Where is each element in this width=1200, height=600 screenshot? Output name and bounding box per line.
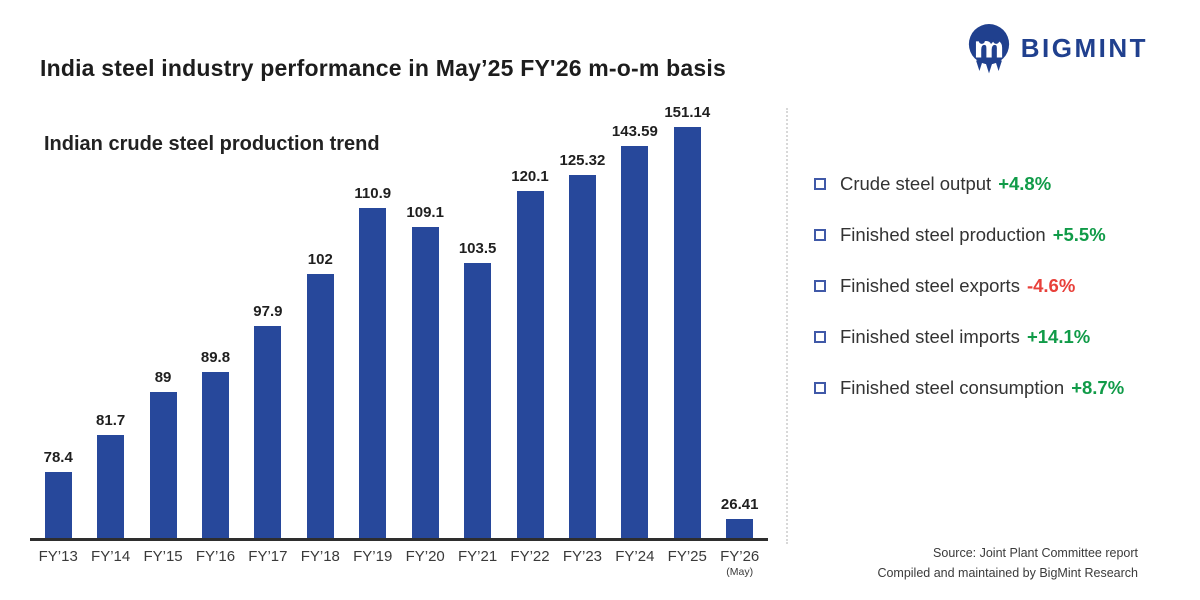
x-axis-label: FY’20 bbox=[405, 548, 445, 565]
bar-column: 120.1 bbox=[504, 168, 556, 538]
metric-label: Crude steel output bbox=[840, 173, 992, 194]
bigmint-logo-icon: m bbox=[968, 24, 1009, 74]
svg-text:m: m bbox=[973, 31, 1004, 66]
square-bullet-icon bbox=[814, 331, 826, 343]
bar-column: 81.7 bbox=[84, 412, 136, 538]
bar-column: 151.14 bbox=[661, 104, 713, 538]
x-axis-label: FY’16 bbox=[195, 548, 236, 565]
bar-value-label: 89 bbox=[154, 369, 172, 386]
bar-chart: 78.4 81.7 89 89.8 97.9 102 110.9 109.1 103.5 120.… bbox=[30, 95, 768, 578]
bar-value-label: 97.9 bbox=[253, 303, 283, 320]
metric-change: +4.8% bbox=[998, 173, 1052, 194]
bar-value-label: 81.7 bbox=[96, 412, 126, 429]
square-bullet-icon bbox=[814, 229, 826, 241]
metric-item: Finished steel imports +14.1% bbox=[814, 326, 1124, 348]
x-axis-label: FY’26 (May) bbox=[713, 541, 765, 578]
bar bbox=[411, 227, 439, 538]
x-axis-label: FY’24 bbox=[615, 548, 655, 565]
bar-column: 89.8 bbox=[189, 349, 241, 538]
square-bullet-icon bbox=[814, 382, 826, 394]
bar-column: 78.4 bbox=[32, 449, 84, 538]
x-axis-label: FY’14 bbox=[91, 548, 131, 565]
metric-change: -4.6% bbox=[1026, 275, 1076, 296]
bars-plot-area: 78.4 81.7 89 89.8 97.9 102 110.9 109.1 103.5 120.… bbox=[30, 95, 768, 538]
bar-value-label: 102 bbox=[307, 251, 333, 268]
source-note: Source: Joint Plant Committee report bbox=[933, 546, 1138, 560]
bar-column: 102 bbox=[294, 251, 346, 538]
metric-item: Crude steel output +4.8% bbox=[814, 173, 1124, 195]
source-footer: Source: Joint Plant Committee report Com… bbox=[877, 543, 1138, 583]
metric-item: Finished steel exports -4.6% bbox=[814, 275, 1124, 297]
x-axis-label: FY’21 bbox=[457, 548, 498, 565]
page-title: India steel industry performance in May’… bbox=[40, 55, 726, 82]
bar bbox=[464, 263, 492, 538]
x-axis-label: FY’19 bbox=[353, 548, 393, 565]
x-axis-label: FY’25 bbox=[667, 548, 707, 565]
bigmint-logo-text: BIGMINT bbox=[1020, 32, 1148, 63]
bar-column: 143.59 bbox=[609, 123, 661, 538]
metric-change: +14.1% bbox=[1026, 326, 1091, 347]
metric-change: +5.5% bbox=[1052, 224, 1106, 245]
bar-value-label: 89.8 bbox=[200, 349, 231, 366]
metric-change: +8.7% bbox=[1071, 377, 1125, 398]
x-axis-label: FY’17 bbox=[248, 548, 288, 565]
square-bullet-icon bbox=[814, 178, 826, 190]
bar-column: 125.32 bbox=[556, 152, 608, 538]
credit-note: Compiled and maintained by BigMint Resea… bbox=[877, 566, 1138, 580]
section-divider bbox=[786, 108, 788, 544]
square-bullet-icon bbox=[814, 280, 826, 292]
bar bbox=[673, 127, 701, 538]
bigmint-logo: m BIGMINT bbox=[966, 22, 1148, 74]
bar bbox=[44, 472, 72, 538]
bar-column: 26.41 bbox=[713, 496, 765, 538]
bar-value-label: 109.1 bbox=[406, 204, 444, 221]
metrics-panel: Crude steel output +4.8% Finished steel pr… bbox=[814, 173, 1124, 428]
x-axis-labels: FY’13 FY’14 FY’15 FY’16 FY’17 FY’18 FY’19 FY’20… bbox=[30, 541, 768, 578]
bar-column: 110.9 bbox=[347, 185, 399, 538]
bar bbox=[568, 175, 596, 538]
bar bbox=[516, 191, 544, 538]
bar-column: 109.1 bbox=[399, 204, 451, 538]
bar bbox=[306, 274, 334, 538]
bar bbox=[97, 435, 125, 538]
x-axis-label: FY’13 bbox=[38, 548, 78, 565]
bar bbox=[254, 326, 282, 538]
bar bbox=[726, 519, 754, 538]
bar-value-label: 143.59 bbox=[611, 123, 658, 140]
x-axis-label: FY’23 bbox=[562, 548, 603, 565]
bar-value-label: 78.4 bbox=[43, 449, 73, 466]
bar bbox=[201, 372, 229, 538]
metric-label: Finished steel production bbox=[840, 224, 1046, 245]
bar-column: 103.5 bbox=[451, 240, 503, 538]
bar-value-label: 26.41 bbox=[720, 496, 759, 513]
bar-value-label: 120.1 bbox=[511, 168, 549, 185]
bar-column: 97.9 bbox=[242, 303, 294, 538]
bar-value-label: 151.14 bbox=[664, 104, 711, 121]
x-axis-sublabel: (May) bbox=[726, 566, 754, 578]
metric-label: Finished steel exports bbox=[840, 275, 1020, 296]
x-axis-label: FY’15 bbox=[143, 548, 183, 565]
x-axis-line bbox=[30, 538, 768, 541]
metric-item: Finished steel consumption +8.7% bbox=[814, 377, 1124, 399]
metric-item: Finished steel production +5.5% bbox=[814, 224, 1124, 246]
bar-value-label: 125.32 bbox=[559, 152, 606, 169]
bar bbox=[149, 392, 177, 538]
chart-title: Indian crude steel production trend bbox=[44, 132, 380, 155]
bar-value-label: 103.5 bbox=[458, 240, 497, 257]
x-axis-label: FY’18 bbox=[300, 548, 340, 565]
x-axis-label: FY’22 bbox=[510, 548, 550, 565]
bar bbox=[621, 146, 649, 538]
metric-label: Finished steel imports bbox=[840, 326, 1020, 347]
bar bbox=[359, 208, 387, 538]
bar-value-label: 110.9 bbox=[354, 185, 392, 202]
bar-column: 89 bbox=[137, 369, 189, 538]
metric-label: Finished steel consumption bbox=[840, 377, 1065, 398]
